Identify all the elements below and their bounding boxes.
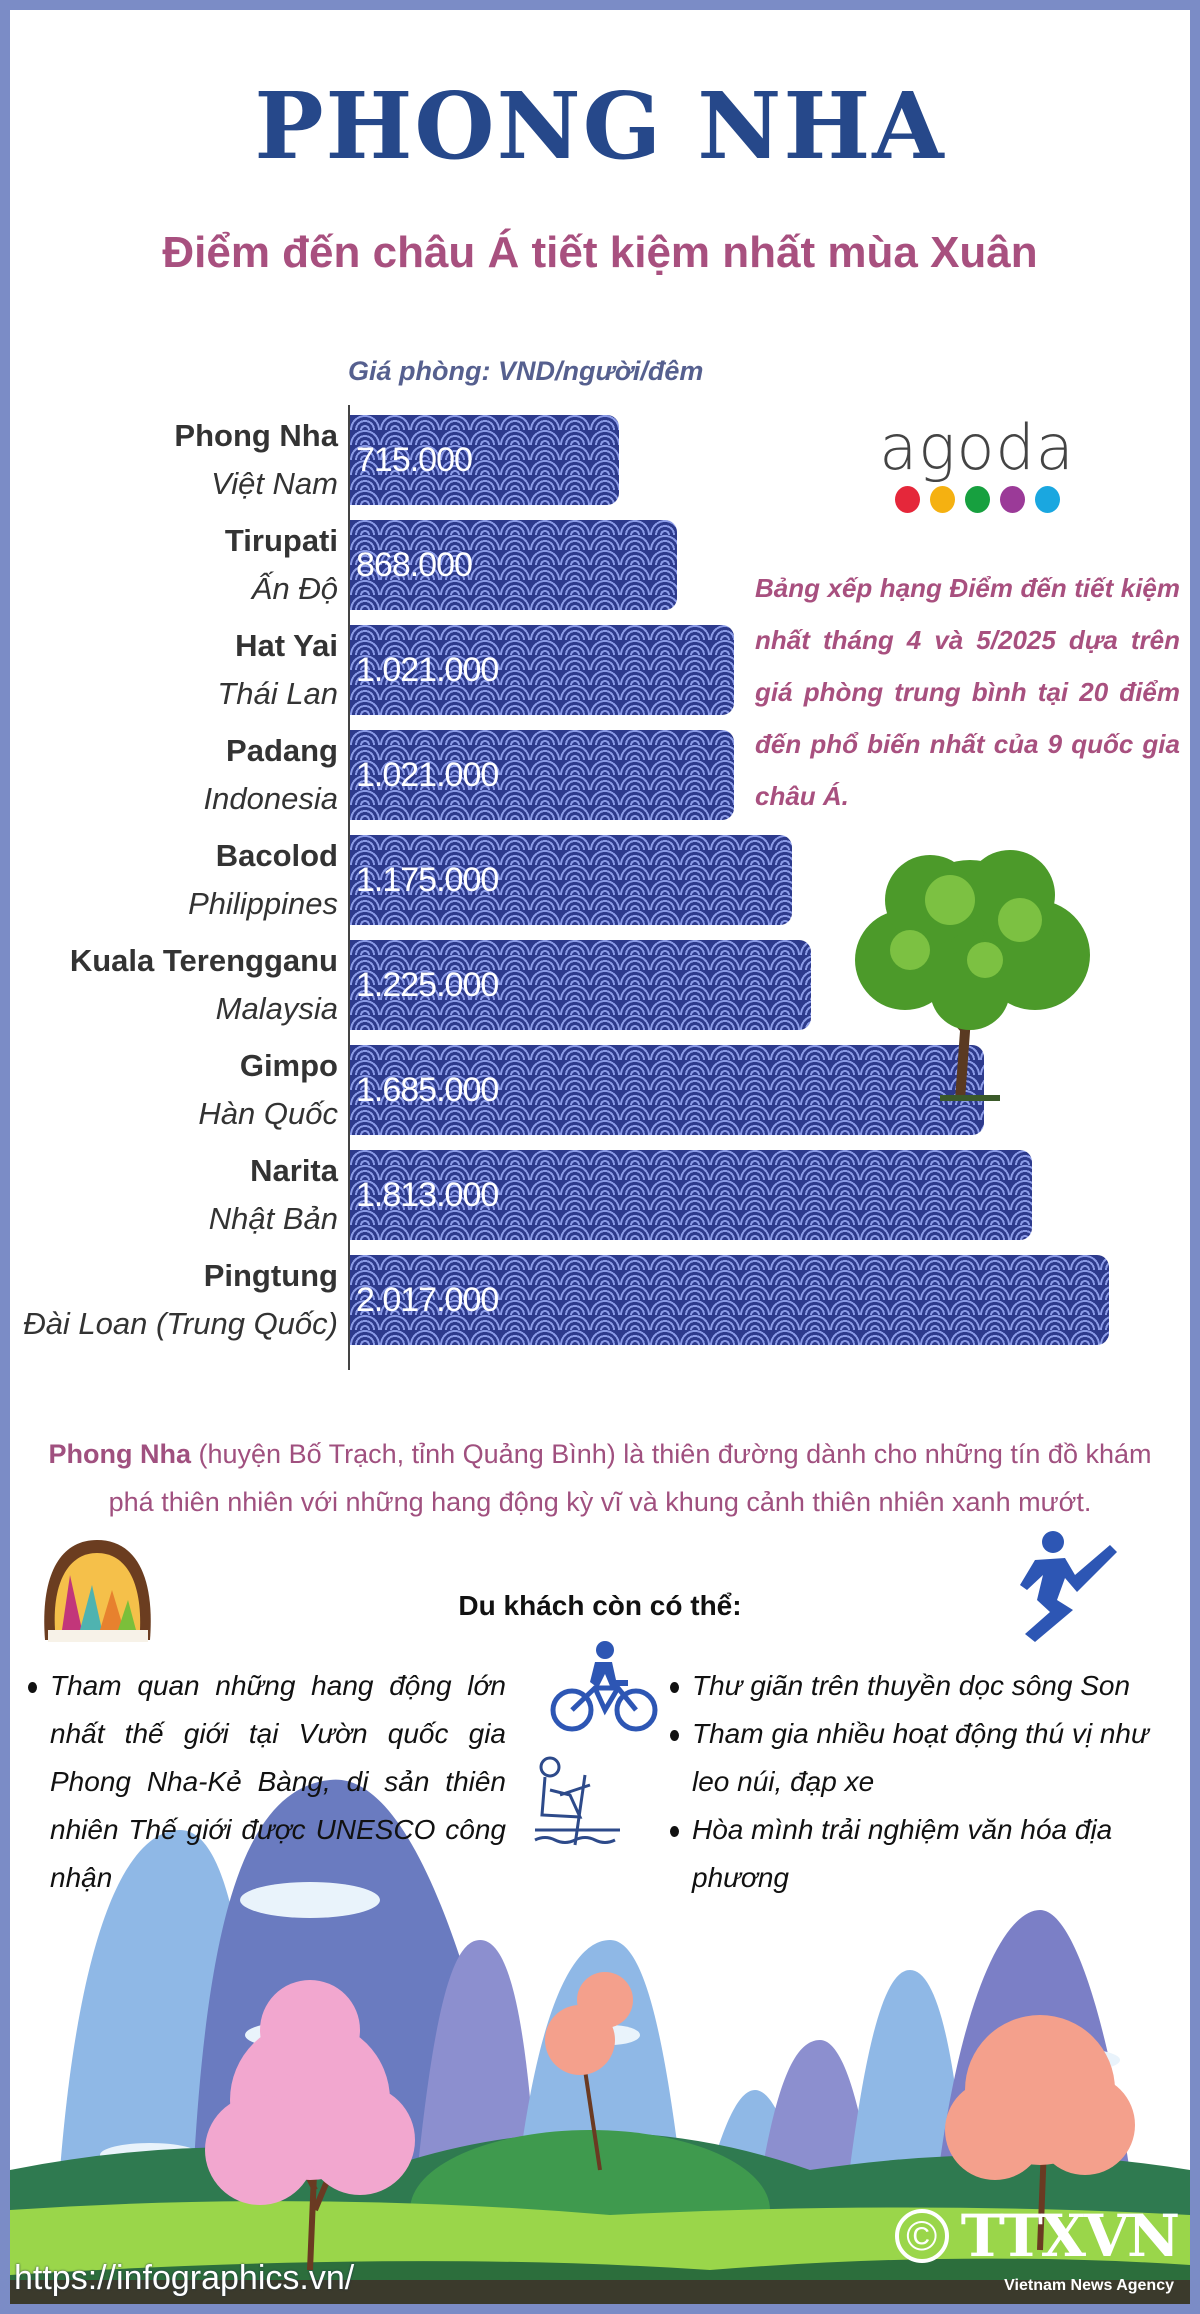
unit-label: Giá phòng: VND/người/đêm <box>348 356 704 386</box>
agoda-dot <box>894 486 920 513</box>
bar-value-label: 1.225.000 <box>356 966 499 1004</box>
destination-name: Hat Yai <box>235 628 338 663</box>
bar-value-label: 868.000 <box>356 546 473 584</box>
bar <box>350 1255 1109 1345</box>
activities-heading: Du khách còn có thể: <box>458 1590 742 1621</box>
country-name: Philippines <box>188 886 338 921</box>
copyright-icon: © <box>894 2209 949 2263</box>
country-name: Malaysia <box>215 991 338 1026</box>
bar <box>350 940 811 1030</box>
category-label: Phong Nha Việt Nam <box>174 412 338 508</box>
page-subtitle: Điểm đến châu Á tiết kiệm nhất mùa Xuân <box>162 228 1038 277</box>
source-url[interactable]: https://infographics.vn/ <box>14 2259 355 2297</box>
agoda-dot <box>964 486 990 513</box>
bar <box>350 520 677 610</box>
destination-name: Gimpo <box>239 1048 338 1083</box>
category-label: Hat Yai Thái Lan <box>217 622 338 718</box>
chart-axis <box>348 405 350 1370</box>
bar-value-label: 1.685.000 <box>356 1071 499 1109</box>
bicycle-icon <box>550 1641 658 1732</box>
bar <box>350 1150 1033 1240</box>
ttxvn-wordmark: TTXVN <box>960 2202 1180 2270</box>
tree-icon <box>855 850 1090 1101</box>
country-name: Ấn Độ <box>251 571 338 606</box>
destination-name: Phong Nha <box>174 418 338 453</box>
category-label: Padang Indonesia <box>204 727 338 823</box>
rowing-icon <box>534 1756 620 1846</box>
destination-name: Padang <box>226 733 338 768</box>
list-item: Thư giãn trên thuyền dọc sông Son <box>670 1662 1185 1710</box>
list-item: Hòa mình trải nghiệm văn hóa địa phương <box>670 1806 1185 1902</box>
destination-name: Kuala Terengganu <box>69 943 338 978</box>
cave-icon <box>44 1540 151 1642</box>
category-label: Bacolod Philippines <box>188 832 338 928</box>
category-label: Kuala Terengganu Malaysia <box>70 937 338 1033</box>
country-name: Việt Nam <box>211 466 338 501</box>
landscape-illustration <box>10 1779 1190 2304</box>
bar <box>350 730 735 820</box>
activities-left-list: Tham quan những hang động lớn nhất thế g… <box>28 1662 506 1902</box>
agoda-dot <box>929 486 955 513</box>
country-name: Nhật Bản <box>208 1201 338 1236</box>
intro-bold: Phong Nha <box>48 1439 192 1469</box>
bar-value-label: 1.813.000 <box>356 1176 499 1214</box>
bar-value-label: 2.017.000 <box>356 1281 499 1319</box>
category-label: Pingtung Đài Loan (Trung Quốc) <box>23 1252 338 1348</box>
country-name: Hàn Quốc <box>198 1096 338 1131</box>
destination-name: Tirupati <box>224 523 338 558</box>
country-name: Đài Loan (Trung Quốc) <box>23 1306 338 1341</box>
intro-paragraph: Phong Nha (huyện Bố Trạch, tỉnh Quảng Bì… <box>30 1430 1170 1526</box>
agoda-dot <box>1034 486 1060 513</box>
category-label: Narita Nhật Bản <box>209 1147 338 1243</box>
agoda-dot <box>999 486 1025 513</box>
bar-value-label: 1.021.000 <box>356 651 499 689</box>
bar-value-label: 1.021.000 <box>356 756 499 794</box>
bar-value-label: 715.000 <box>356 441 473 479</box>
agoda-dots <box>872 486 1082 518</box>
destination-name: Narita <box>250 1153 338 1188</box>
bar <box>350 625 735 715</box>
destination-name: Pingtung <box>203 1258 338 1293</box>
bar <box>350 415 620 505</box>
agoda-logo: agoda <box>872 410 1082 518</box>
climber-icon <box>1020 1531 1117 1642</box>
bar <box>350 1045 985 1135</box>
infographic: PHONG NHA Điểm đến châu Á tiết kiệm nhất… <box>10 10 1190 2304</box>
country-name: Indonesia <box>203 781 338 816</box>
bar <box>350 835 793 925</box>
activities-right-list: Thư giãn trên thuyền dọc sông Son Tham g… <box>670 1662 1185 1902</box>
intro-text: (huyện Bố Trạch, tỉnh Quảng Bình) là thi… <box>108 1439 1152 1517</box>
page-title: PHONG NHA <box>254 72 946 180</box>
destination-name: Bacolod <box>215 838 338 873</box>
ttxvn-logo: © TTXVN Vietnam News Agency <box>868 2200 1180 2296</box>
country-name: Thái Lan <box>217 676 338 711</box>
ranking-description: Bảng xếp hạng Điểm đến tiết kiệm nhất th… <box>755 573 1180 811</box>
agoda-wordmark: agoda <box>879 411 1075 484</box>
list-item: Tham quan những hang động lớn nhất thế g… <box>28 1662 506 1902</box>
ttxvn-subtitle: Vietnam News Agency <box>1004 2277 1174 2294</box>
category-label: Tirupati Ấn Độ <box>225 517 338 613</box>
bar-value-label: 1.175.000 <box>356 861 499 899</box>
list-item: Tham gia nhiều hoạt động thú vị như leo … <box>670 1710 1185 1806</box>
category-label: Gimpo Hàn Quốc <box>198 1042 338 1138</box>
